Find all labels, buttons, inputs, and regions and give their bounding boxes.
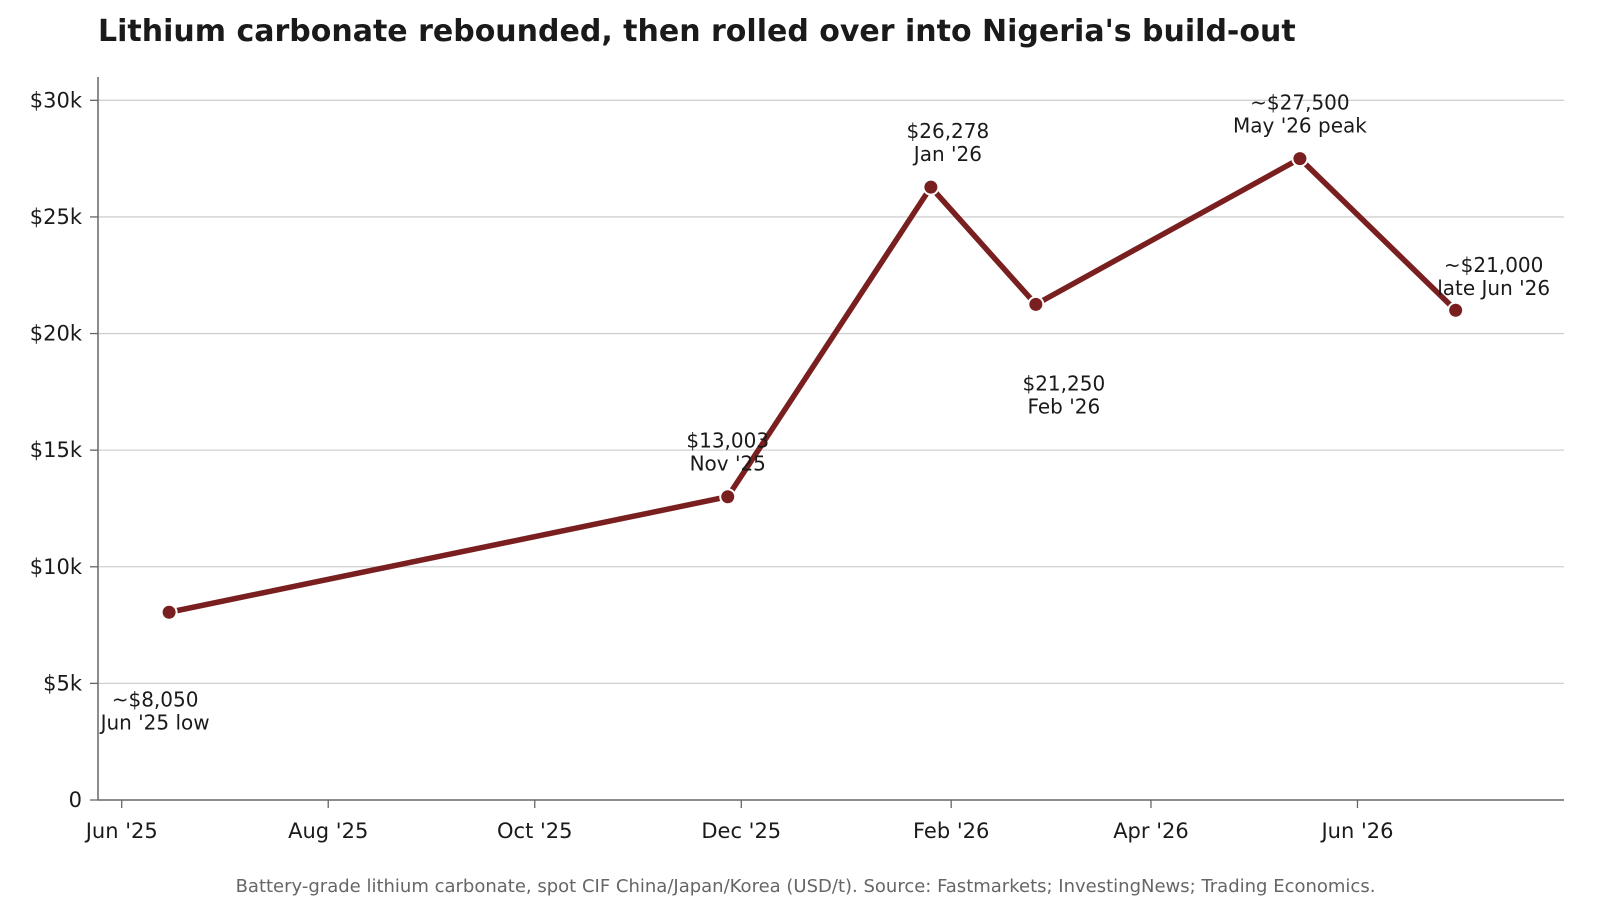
data-label-note: Jun '25 low [99, 710, 210, 734]
gridlines [98, 99, 1564, 685]
series-path [166, 155, 1459, 616]
y-tick-label: $15k [30, 438, 83, 462]
y-tick-label: 0 [69, 788, 82, 812]
y-tick-label: $10k [30, 555, 83, 579]
data-label-note: Jan '26 [912, 142, 982, 166]
y-tick-label: $25k [30, 205, 83, 229]
data-label-value: ~$21,000 [1444, 253, 1543, 277]
data-point [922, 178, 940, 196]
chart-title: Lithium carbonate rebounded, then rolled… [98, 14, 1296, 49]
y-tick-label: $20k [30, 322, 83, 346]
data-point [719, 488, 737, 506]
axes: 0 $5k $10k $15k $20k $25k $30k Jun '25 Aug '25 Oc… [30, 77, 1564, 843]
data-label-note: May '26 peak [1233, 114, 1367, 138]
data-label-value: ~$8,050 [112, 687, 199, 711]
data-label-value: $13,003 [686, 429, 769, 453]
data-label-value: ~$27,500 [1250, 91, 1349, 115]
data-label-note: Nov '25 [690, 452, 766, 476]
x-tick-label: Jun '25 [84, 819, 158, 843]
x-tick-label: Oct '25 [497, 819, 572, 843]
y-tick-label: $5k [43, 671, 83, 695]
data-label-note: late Jun '26 [1437, 276, 1550, 300]
data-point [1291, 150, 1309, 168]
series-line [160, 150, 1465, 621]
data-point [1447, 301, 1465, 319]
x-tick-label: Feb '26 [913, 819, 989, 843]
data-label-note: Feb '26 [1027, 394, 1100, 418]
chart-footnote: Battery-grade lithium carbonate, spot CI… [235, 876, 1376, 897]
x-tick-label: Apr '26 [1113, 819, 1189, 843]
x-tick-label: Aug '25 [288, 819, 368, 843]
data-point [160, 603, 178, 621]
data-point [1027, 295, 1045, 313]
data-label-value: $26,278 [907, 119, 990, 143]
x-tick-label: Jun '26 [1319, 819, 1393, 843]
x-tick-label: Dec '25 [701, 819, 781, 843]
y-tick-label: $30k [30, 88, 83, 112]
data-label-value: $21,250 [1022, 371, 1105, 395]
